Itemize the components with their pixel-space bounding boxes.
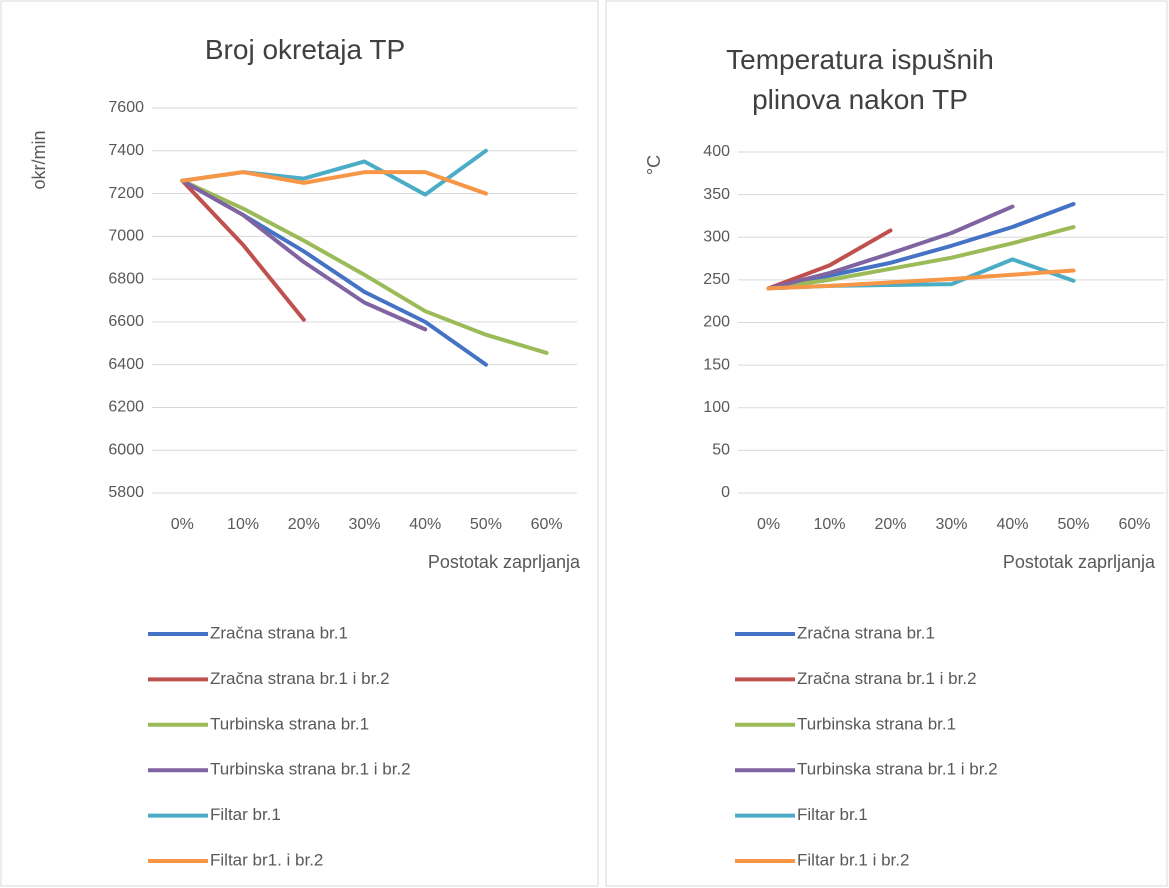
chart-title: Temperatura ispušnih plinova nakon TP [726,44,994,115]
legend-label: Filtar br1. i br.2 [210,850,323,869]
y-tick-label: 7200 [108,185,144,202]
y-tick-label: 200 [703,314,730,331]
x-tick-label: 20% [874,516,906,533]
panel-border [0,0,599,887]
legend-label: Turbinska strana br.1 i br.2 [210,760,411,779]
x-tick-label: 30% [348,516,380,533]
x-tick-label: 60% [531,516,563,533]
series-line [766,268,1076,291]
series-line [180,178,428,332]
y-tick-label: 250 [703,271,730,288]
series-line [180,170,488,196]
y-tick-label: 7600 [108,99,144,116]
legend-label: Zračna strana br.1 i br.2 [797,669,977,688]
y-tick-label: 5800 [108,484,144,501]
y-tick-label: 150 [703,356,730,373]
y-tick-label: 6400 [108,356,144,373]
y-tick-label: 300 [703,228,730,245]
x-tick-label: 0% [757,516,780,533]
y-axis-label: okr/min [29,130,49,189]
legend-label: Zračna strana br.1 i br.2 [210,669,390,688]
x-tick-label: 10% [227,516,259,533]
legend-label: Turbinska strana br.1 [797,714,956,733]
series-line [180,178,549,355]
series-line [180,178,306,322]
y-axis-label: °C [644,155,664,175]
legend-label: Zračna strana br.1 [797,623,935,642]
y-tick-label: 0 [721,484,730,501]
x-tick-label: 40% [996,516,1028,533]
x-tick-label: 50% [470,516,502,533]
x-tick-label: 50% [1057,516,1089,533]
x-tick-label: 60% [1118,516,1150,533]
y-tick-label: 6600 [108,313,144,330]
series-line [766,225,1076,291]
x-tick-label: 40% [409,516,441,533]
y-tick-label: 6800 [108,270,144,287]
legend-label: Turbinska strana br.1 i br.2 [797,760,998,779]
y-tick-label: 7000 [108,228,144,245]
legend-label: Turbinska strana br.1 [210,714,369,733]
legend-label: Filtar br.1 [797,805,868,824]
x-axis-label: Postotak zaprljanja [1003,552,1156,572]
x-axis-label: Postotak zaprljanja [428,552,581,572]
legend-label: Filtar br.1 i br.2 [797,850,909,869]
x-tick-label: 10% [813,516,845,533]
y-tick-label: 6000 [108,441,144,458]
panel-border [605,0,1168,887]
series-line [766,228,893,291]
chart-title: Broj okretaja TP [204,34,406,65]
y-tick-label: 50 [712,442,730,459]
y-tick-label: 6200 [108,399,144,416]
y-tick-label: 350 [703,186,730,203]
y-tick-label: 7400 [108,142,144,159]
x-tick-label: 20% [288,516,320,533]
legend-label: Zračna strana br.1 [210,623,348,642]
x-tick-label: 0% [171,516,194,533]
legend-label: Filtar br.1 [210,805,281,824]
y-tick-label: 400 [703,143,730,160]
y-tick-label: 100 [703,399,730,416]
series-line [766,204,1015,291]
x-tick-label: 30% [935,516,967,533]
series-line [766,202,1076,291]
